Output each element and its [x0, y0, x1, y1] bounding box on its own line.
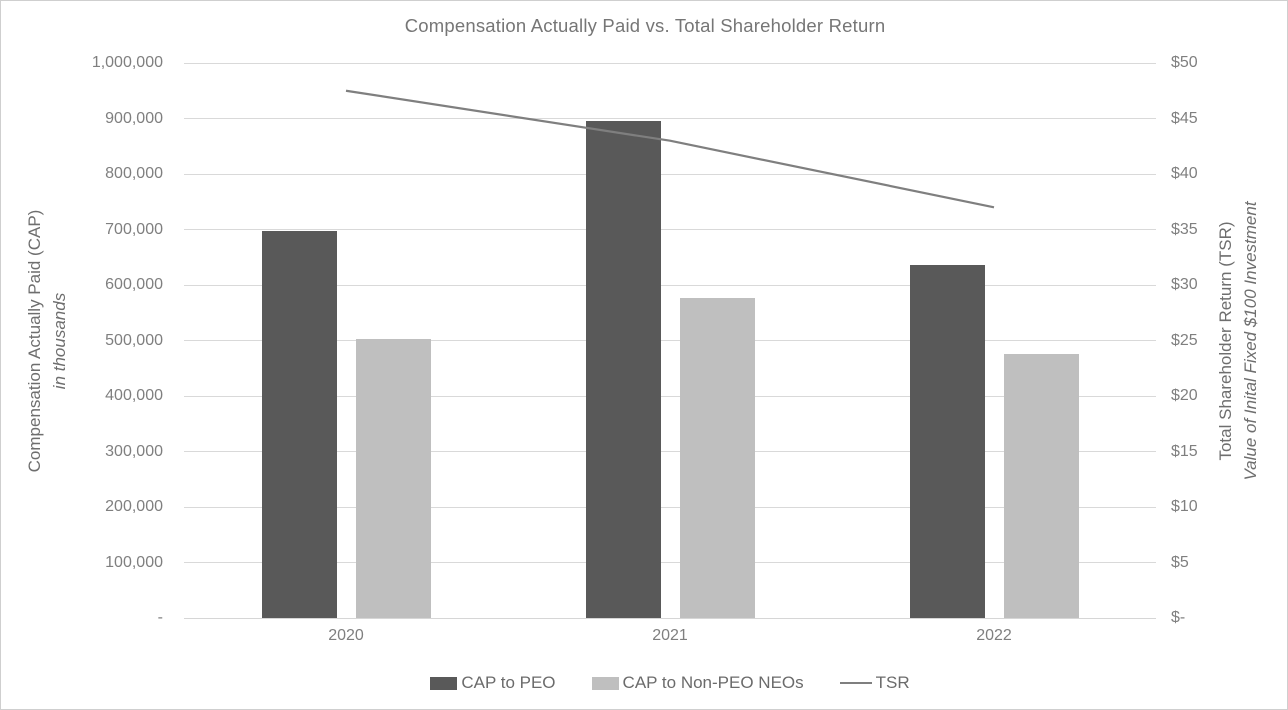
bar-cap-to-peo-2020 [261, 231, 337, 618]
y-tick-right: $25 [1171, 331, 1198, 349]
y-tick-left: 300,000 [105, 442, 163, 460]
x-axis-label-2022: 2022 [976, 627, 1012, 644]
bar-cap-to-non-peo-neos-2022 [1003, 353, 1079, 618]
gridline [184, 340, 1156, 341]
right-axis-title-sub: Value of Inital Fixed $100 Investment [1241, 200, 1260, 481]
gridline [184, 173, 1156, 175]
gridline [184, 229, 1156, 230]
y-tick-right: $- [1171, 609, 1186, 626]
y-tick-left: 500,000 [105, 331, 163, 349]
x-axis-label-2021: 2021 [652, 627, 688, 644]
y-tick-left: 200,000 [105, 498, 163, 515]
gridline [184, 62, 1156, 64]
chart-legend: CAP to PEO CAP to Non-PEO NEOs TSR [184, 667, 1156, 699]
y-tick-left: - [157, 609, 163, 626]
y-tick-right: $45 [1171, 109, 1198, 127]
y-tick-right: $15 [1171, 442, 1198, 460]
y-tick-right: $5 [1171, 553, 1189, 571]
gridline [184, 562, 1156, 563]
y-tick-left: 1,000,000 [91, 54, 163, 71]
bar-cap-to-non-peo-neos-2021 [679, 297, 755, 618]
y-tick-left: 400,000 [105, 387, 163, 404]
legend-item-tsr: TSR [839, 673, 910, 693]
y-tick-right: $10 [1171, 498, 1198, 515]
gridline [184, 451, 1156, 452]
chart-title: Compensation Actually Paid vs. Total Sha… [404, 15, 886, 36]
legend-item-cap-to-non-peo-neos: CAP to Non-PEO NEOs [591, 673, 804, 693]
y-tick-left: 600,000 [105, 276, 163, 293]
tsr-line-path [345, 89, 995, 209]
legend-line-swatch-tsr [839, 682, 872, 684]
y-tick-left: 900,000 [105, 109, 163, 127]
bar-cap-to-peo-2022 [909, 265, 985, 618]
gridline [184, 118, 1156, 119]
x-axis-label-2020: 2020 [328, 627, 364, 644]
legend-label-cap-to-peo: CAP to PEO [461, 673, 556, 692]
tsr-line [345, 89, 995, 209]
y-tick-right: $40 [1171, 165, 1198, 182]
bar-cap-to-peo-2021 [585, 121, 661, 618]
gridline [184, 284, 1156, 286]
legend-label-tsr: TSR [875, 673, 910, 692]
gridline [184, 395, 1156, 397]
y-tick-left: 100,000 [105, 553, 163, 571]
bar-cap-to-non-peo-neos-2020 [355, 338, 431, 618]
gridline [184, 506, 1156, 508]
y-tick-right: $30 [1171, 276, 1198, 293]
legend-swatch-cap-to-non-peo-neos [591, 676, 619, 690]
legend-swatch-cap-to-peo [430, 676, 458, 690]
y-tick-right: $35 [1171, 220, 1198, 238]
y-tick-right: $50 [1171, 54, 1198, 71]
y-tick-left: 700,000 [105, 220, 163, 238]
legend-label-cap-to-non-peo-neos: CAP to Non-PEO NEOs [622, 673, 804, 692]
legend-item-cap-to-peo: CAP to PEO [430, 673, 556, 693]
y-tick-right: $20 [1171, 387, 1198, 404]
x-axis-line [184, 617, 1156, 619]
y-tick-left: 800,000 [105, 165, 163, 182]
